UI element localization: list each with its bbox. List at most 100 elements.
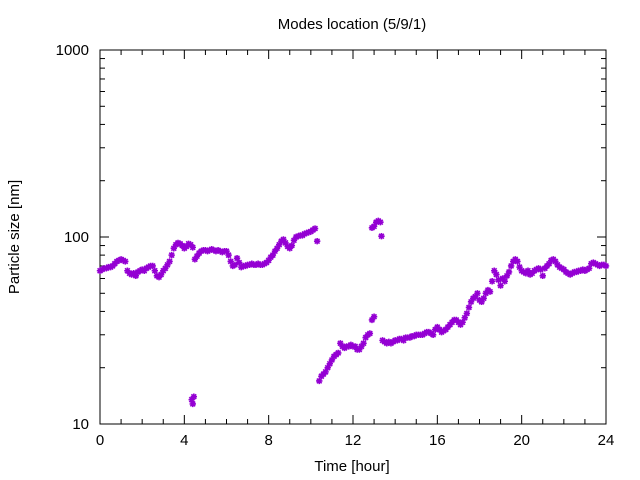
data-point (516, 263, 523, 271)
x-tick-label: 12 (345, 432, 362, 449)
data-point (206, 246, 213, 254)
data-point (179, 242, 186, 249)
data-point (190, 393, 198, 400)
data-point (214, 246, 222, 254)
data-point (503, 272, 511, 280)
y-axis-label: Particle size [nm] (6, 180, 23, 294)
data-point (524, 267, 532, 274)
data-point (216, 247, 224, 255)
data-point (149, 262, 156, 270)
data-point (271, 247, 279, 255)
data-point (202, 246, 209, 254)
y-tick-label: 1000 (56, 42, 89, 59)
data-point (545, 260, 553, 267)
data-point (360, 340, 367, 347)
data-point (157, 271, 165, 278)
data-point (168, 251, 175, 259)
data-point (552, 258, 559, 265)
data-point (292, 233, 300, 241)
data-point (495, 276, 502, 284)
data-point (497, 282, 504, 289)
x-tick-label: 8 (264, 432, 272, 449)
data-points (96, 217, 610, 408)
plot-border (99, 49, 607, 425)
data-point (429, 331, 437, 338)
data-point (465, 304, 473, 311)
data-point (368, 316, 376, 324)
data-point (198, 247, 205, 255)
data-point (356, 346, 363, 353)
data-point (166, 258, 173, 265)
data-point (122, 258, 129, 265)
data-point (288, 242, 296, 249)
data-point (328, 356, 336, 364)
data-point (585, 265, 593, 272)
data-point (151, 267, 159, 274)
data-point (377, 218, 384, 226)
data-point (225, 251, 232, 259)
y-axis: 10 100 1000 (56, 42, 606, 433)
data-point (170, 245, 177, 252)
data-point (276, 241, 283, 248)
data-point (233, 255, 241, 262)
data-point (322, 368, 329, 376)
data-point (370, 313, 378, 320)
data-point (265, 257, 272, 264)
data-point (193, 252, 201, 260)
data-point (366, 330, 374, 337)
x-tick-label: 24 (598, 432, 615, 449)
data-point (501, 278, 508, 285)
data-point (467, 298, 475, 306)
data-point (480, 295, 487, 302)
data-point (505, 268, 513, 276)
data-point (174, 239, 182, 247)
data-point (461, 314, 468, 321)
data-point (188, 396, 195, 403)
data-point (189, 400, 196, 408)
data-point (282, 239, 289, 247)
data-point (227, 258, 234, 265)
data-point (459, 319, 466, 326)
data-point (537, 266, 544, 273)
data-point (463, 310, 471, 317)
data-point (488, 278, 496, 285)
data-point (337, 340, 344, 347)
data-point (164, 261, 171, 269)
data-point (185, 240, 192, 247)
data-point (219, 248, 226, 256)
data-point (187, 241, 194, 248)
data-point (324, 364, 331, 371)
data-point (507, 262, 515, 270)
data-point (290, 237, 298, 244)
data-point (514, 258, 521, 265)
x-tick-label: 4 (180, 432, 188, 449)
data-point (539, 272, 546, 280)
data-point (491, 267, 498, 274)
x-tick-label: 0 (96, 432, 104, 449)
data-point (294, 232, 302, 240)
data-point (210, 246, 218, 254)
data-point (326, 360, 334, 367)
data-point (358, 343, 365, 350)
data-point (482, 290, 490, 297)
data-point (370, 223, 378, 230)
data-point (273, 245, 281, 252)
data-point (223, 247, 230, 255)
data-point (269, 251, 277, 259)
data-point (335, 349, 342, 357)
data-point (204, 247, 211, 255)
data-point (472, 293, 479, 300)
data-point (162, 265, 169, 272)
x-axis-label: Time [hour] (314, 458, 389, 475)
data-point (313, 237, 321, 245)
x-tick-label: 16 (429, 432, 446, 449)
data-point (378, 232, 385, 240)
data-point (499, 275, 506, 282)
data-point (183, 243, 190, 250)
data-point (362, 334, 369, 341)
chart-title: Modes location (5/9/1) (278, 16, 426, 33)
data-point (316, 377, 323, 385)
data-point (208, 246, 215, 253)
data-point (493, 271, 500, 278)
